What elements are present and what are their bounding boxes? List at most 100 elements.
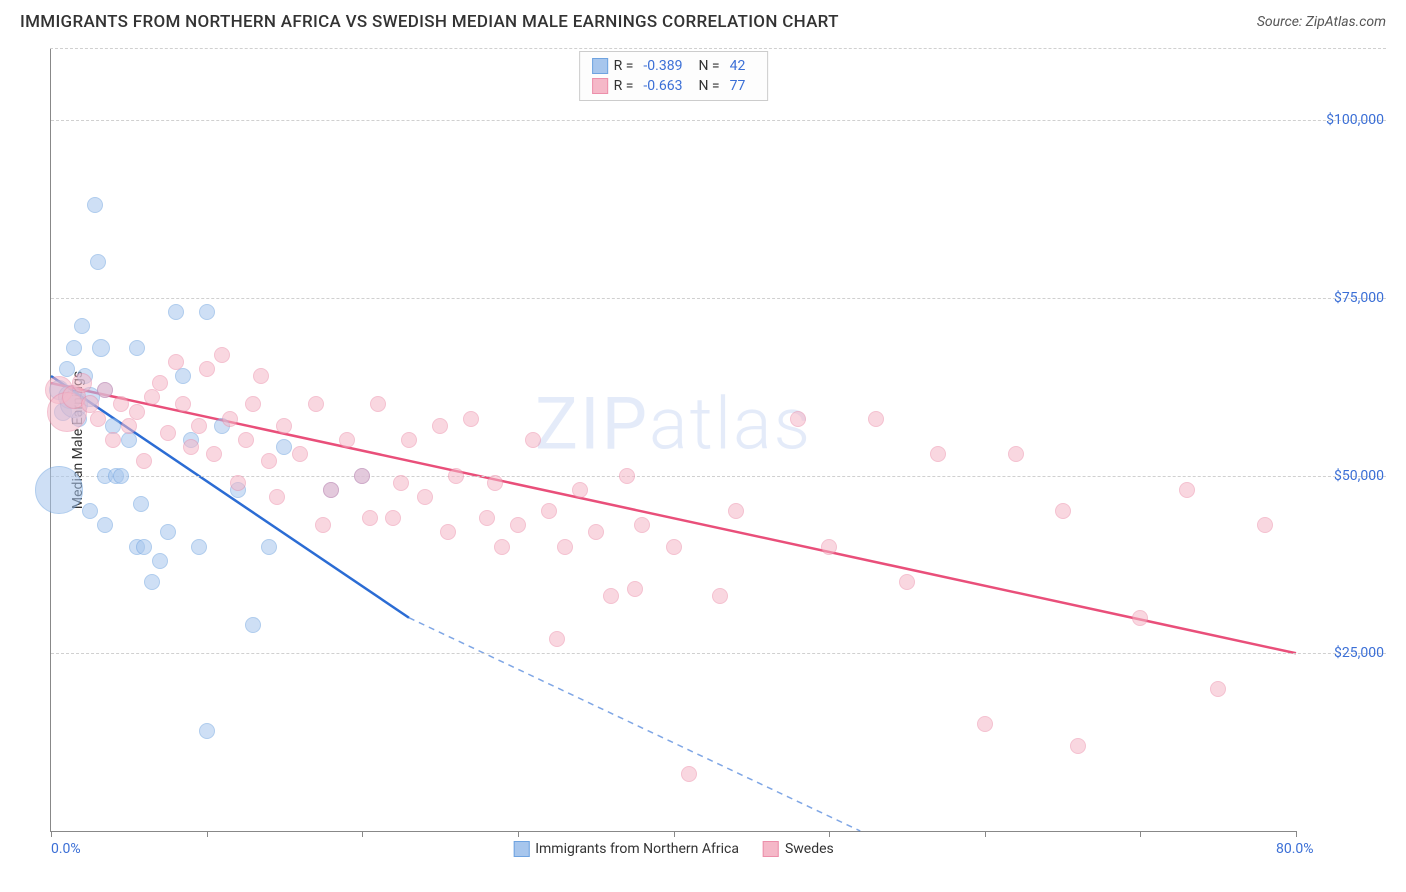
data-point xyxy=(572,482,588,498)
chart-header: IMMIGRANTS FROM NORTHERN AFRICA VS SWEDI… xyxy=(0,0,1406,40)
data-point xyxy=(129,340,145,356)
data-point xyxy=(440,524,456,540)
legend-n-label-0: N = xyxy=(698,58,719,74)
data-point xyxy=(175,396,191,412)
data-point xyxy=(144,574,160,590)
data-point xyxy=(354,468,370,484)
data-point xyxy=(222,411,238,427)
data-point xyxy=(136,453,152,469)
data-point xyxy=(92,339,110,357)
legend-bottom-label-0: Immigrants from Northern Africa xyxy=(535,841,739,857)
data-point xyxy=(479,510,495,526)
data-point xyxy=(712,588,728,604)
legend-r-label-1: R = xyxy=(614,78,634,94)
data-point xyxy=(90,411,106,427)
data-point xyxy=(385,510,401,526)
data-point xyxy=(129,404,145,420)
data-point xyxy=(549,631,565,647)
y-tick-label: $25,000 xyxy=(1304,645,1384,661)
data-point xyxy=(362,510,378,526)
x-tick xyxy=(362,831,363,837)
data-point xyxy=(160,524,176,540)
y-tick-label: $50,000 xyxy=(1304,468,1384,484)
x-axis-min-label: 0.0% xyxy=(51,841,81,857)
series-legend: Immigrants from Northern Africa Swedes xyxy=(513,841,834,857)
data-point xyxy=(175,368,191,384)
data-point xyxy=(136,539,152,555)
data-point xyxy=(681,766,697,782)
data-point xyxy=(113,468,129,484)
data-point xyxy=(463,411,479,427)
data-point xyxy=(121,432,137,448)
data-point xyxy=(393,475,409,491)
data-point xyxy=(90,254,106,270)
data-point xyxy=(1257,517,1273,533)
x-tick xyxy=(51,831,52,837)
legend-n-value-1: 77 xyxy=(730,78,746,94)
x-tick xyxy=(1296,831,1297,837)
data-point xyxy=(191,539,207,555)
data-point xyxy=(899,574,915,590)
data-point xyxy=(323,482,339,498)
legend-item-1: Swedes xyxy=(763,841,834,857)
data-point xyxy=(315,517,331,533)
data-point xyxy=(105,432,121,448)
data-point xyxy=(790,411,806,427)
data-point xyxy=(152,553,168,569)
gridline xyxy=(51,298,1386,299)
watermark-atlas: atlas xyxy=(649,382,812,467)
data-point xyxy=(276,439,292,455)
data-point xyxy=(588,524,604,540)
data-point xyxy=(87,197,103,213)
data-point xyxy=(1070,738,1086,754)
gridline xyxy=(51,653,1386,654)
data-point xyxy=(230,475,246,491)
data-point xyxy=(930,446,946,462)
data-point xyxy=(627,581,643,597)
data-point xyxy=(269,489,285,505)
legend-row-series-0: R = -0.389 N = 42 xyxy=(592,56,756,76)
data-point xyxy=(168,354,184,370)
data-point xyxy=(370,396,386,412)
data-point xyxy=(160,425,176,441)
legend-bottom-swatch-0 xyxy=(513,841,529,857)
legend-row-series-1: R = -0.663 N = 77 xyxy=(592,76,756,96)
watermark-zip: ZIP xyxy=(535,382,649,467)
data-point xyxy=(74,318,90,334)
data-point xyxy=(292,446,308,462)
data-point xyxy=(133,496,149,512)
data-point xyxy=(728,503,744,519)
x-tick xyxy=(518,831,519,837)
data-point xyxy=(525,432,541,448)
data-point xyxy=(97,382,113,398)
x-tick xyxy=(1140,831,1141,837)
data-point xyxy=(666,539,682,555)
chart-source: Source: ZipAtlas.com xyxy=(1257,14,1386,30)
data-point xyxy=(1008,446,1024,462)
legend-r-label-0: R = xyxy=(614,58,634,74)
data-point xyxy=(541,503,557,519)
data-point xyxy=(1132,610,1148,626)
chart-container: Median Male Earnings ZIPatlas R = -0.389… xyxy=(50,48,1386,862)
data-point xyxy=(206,446,222,462)
data-point xyxy=(72,373,92,393)
data-point xyxy=(448,468,464,484)
data-point xyxy=(199,304,215,320)
data-point xyxy=(261,453,277,469)
data-point xyxy=(557,539,573,555)
data-point xyxy=(144,389,160,405)
data-point xyxy=(238,432,254,448)
data-point xyxy=(253,368,269,384)
gridline xyxy=(51,120,1386,121)
data-point xyxy=(245,396,261,412)
data-point xyxy=(510,517,526,533)
data-point xyxy=(417,489,433,505)
data-point xyxy=(603,588,619,604)
legend-r-value-0: -0.389 xyxy=(643,58,682,74)
data-point xyxy=(276,418,292,434)
data-point xyxy=(308,396,324,412)
legend-bottom-label-1: Swedes xyxy=(785,841,834,857)
legend-n-value-0: 42 xyxy=(730,58,746,74)
data-point xyxy=(494,539,510,555)
data-point xyxy=(152,375,168,391)
